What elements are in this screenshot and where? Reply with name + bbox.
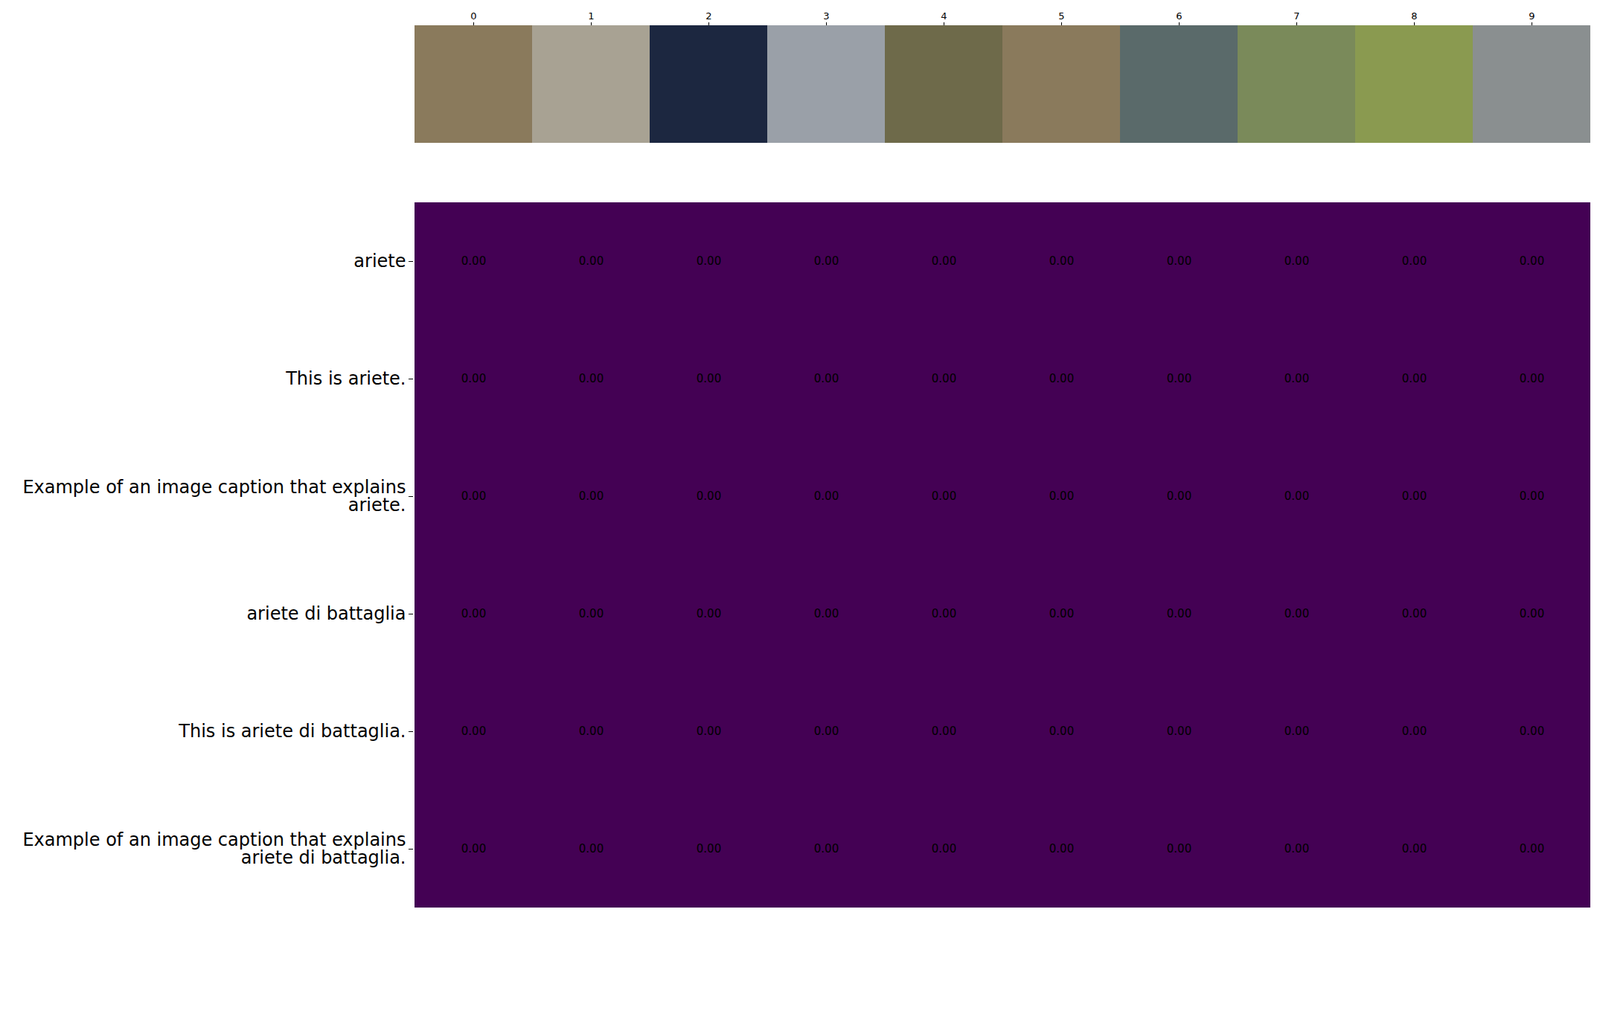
svg-text:0: 0	[470, 10, 477, 22]
svg-text:0.00: 0.00	[1049, 842, 1074, 856]
svg-text:0.00: 0.00	[1166, 607, 1192, 621]
svg-text:Example of an image caption th: Example of an image caption that explain…	[22, 477, 406, 516]
svg-text:0.00: 0.00	[814, 254, 839, 268]
svg-text:0.00: 0.00	[1284, 372, 1310, 386]
svg-text:0.00: 0.00	[696, 254, 722, 268]
svg-text:0.00: 0.00	[696, 842, 722, 856]
svg-text:0.00: 0.00	[461, 254, 486, 268]
svg-text:0.00: 0.00	[1166, 842, 1192, 856]
svg-text:0.00: 0.00	[578, 842, 604, 856]
svg-text:0.00: 0.00	[1049, 372, 1074, 386]
svg-text:0.00: 0.00	[1284, 254, 1310, 268]
svg-text:0.00: 0.00	[1049, 724, 1074, 739]
svg-text:0.00: 0.00	[578, 724, 604, 739]
svg-text:2: 2	[705, 10, 712, 22]
svg-text:0.00: 0.00	[1402, 372, 1427, 386]
svg-text:0.00: 0.00	[1166, 489, 1192, 504]
svg-text:0.00: 0.00	[1402, 724, 1427, 739]
svg-text:Example of an image caption th: Example of an image caption that explain…	[22, 829, 406, 869]
svg-text:0.00: 0.00	[1049, 254, 1074, 268]
svg-text:0.00: 0.00	[461, 724, 486, 739]
svg-text:0.00: 0.00	[1519, 724, 1545, 739]
svg-text:0.00: 0.00	[931, 254, 957, 268]
svg-text:0.00: 0.00	[1284, 489, 1310, 504]
svg-text:0.00: 0.00	[1519, 372, 1545, 386]
svg-text:0.00: 0.00	[1284, 724, 1310, 739]
svg-text:This is ariete di battaglia.: This is ariete di battaglia.	[177, 721, 406, 742]
svg-text:0.00: 0.00	[1402, 607, 1427, 621]
svg-text:0.00: 0.00	[578, 489, 604, 504]
svg-text:0.00: 0.00	[814, 372, 839, 386]
svg-text:0.00: 0.00	[461, 489, 486, 504]
svg-text:0.00: 0.00	[696, 724, 722, 739]
svg-text:7: 7	[1293, 10, 1300, 22]
svg-text:0.00: 0.00	[931, 842, 957, 856]
svg-text:ariete di battaglia: ariete di battaglia	[246, 603, 406, 625]
svg-text:4: 4	[940, 10, 947, 22]
svg-text:3: 3	[823, 10, 830, 22]
svg-text:0.00: 0.00	[814, 607, 839, 621]
svg-text:0.00: 0.00	[1519, 607, 1545, 621]
svg-text:ariete: ariete	[353, 250, 406, 272]
svg-text:0.00: 0.00	[1049, 489, 1074, 504]
svg-text:5: 5	[1058, 10, 1065, 22]
svg-text:0.00: 0.00	[1402, 842, 1427, 856]
svg-text:0.00: 0.00	[1519, 842, 1545, 856]
svg-text:0.00: 0.00	[814, 842, 839, 856]
svg-text:0.00: 0.00	[1519, 254, 1545, 268]
svg-text:0.00: 0.00	[1049, 607, 1074, 621]
svg-text:0.00: 0.00	[1284, 842, 1310, 856]
svg-text:0.00: 0.00	[814, 724, 839, 739]
svg-text:8: 8	[1410, 10, 1417, 22]
svg-text:0.00: 0.00	[578, 254, 604, 268]
svg-text:1: 1	[587, 10, 594, 22]
svg-text:0.00: 0.00	[696, 607, 722, 621]
svg-text:0.00: 0.00	[1519, 489, 1545, 504]
svg-text:6: 6	[1175, 10, 1182, 22]
svg-text:0.00: 0.00	[696, 489, 722, 504]
svg-text:0.00: 0.00	[578, 607, 604, 621]
svg-text:0.00: 0.00	[696, 372, 722, 386]
svg-text:0.00: 0.00	[461, 372, 486, 386]
svg-text:0.00: 0.00	[461, 842, 486, 856]
svg-text:0.00: 0.00	[1402, 254, 1427, 268]
svg-text:9: 9	[1528, 10, 1535, 22]
svg-text:0.00: 0.00	[814, 489, 839, 504]
svg-text:0.00: 0.00	[931, 372, 957, 386]
svg-text:0.00: 0.00	[931, 724, 957, 739]
svg-text:0.00: 0.00	[1284, 607, 1310, 621]
svg-text:0.00: 0.00	[1402, 489, 1427, 504]
svg-text:0.00: 0.00	[931, 607, 957, 621]
svg-text:0.00: 0.00	[1166, 372, 1192, 386]
svg-text:This is ariete.: This is ariete.	[285, 368, 406, 390]
svg-text:0.00: 0.00	[931, 489, 957, 504]
svg-text:0.00: 0.00	[461, 607, 486, 621]
svg-text:0.00: 0.00	[1166, 254, 1192, 268]
svg-text:0.00: 0.00	[1166, 724, 1192, 739]
svg-text:0.00: 0.00	[578, 372, 604, 386]
